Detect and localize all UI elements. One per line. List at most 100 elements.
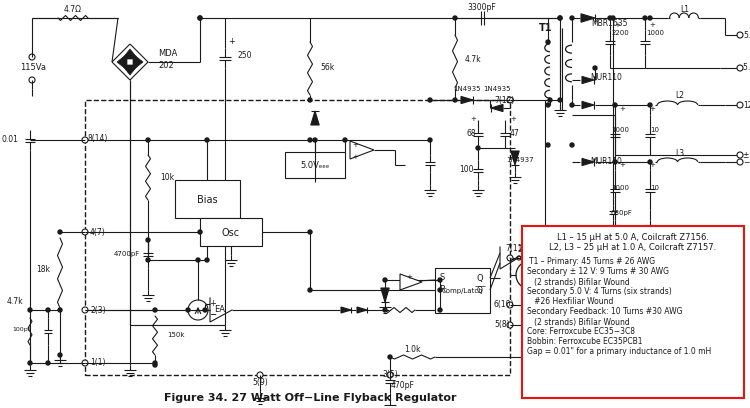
Text: 4N50: 4N50 [524, 301, 546, 310]
Polygon shape [511, 151, 519, 165]
Circle shape [543, 355, 547, 359]
Circle shape [308, 138, 312, 142]
Text: +: + [649, 106, 655, 112]
Text: 18k: 18k [36, 266, 50, 275]
Text: MBR1635: MBR1635 [592, 18, 628, 27]
Circle shape [29, 77, 35, 83]
Text: −12V/0.3A: −12V/0.3A [743, 157, 750, 166]
Circle shape [438, 308, 442, 312]
Text: (2 strands) Bifilar Wound: (2 strands) Bifilar Wound [527, 317, 630, 326]
Text: 4700pF: 4700pF [114, 251, 140, 257]
Circle shape [198, 16, 202, 20]
Text: Secondary 5.0 V: 4 Turns (six strands): Secondary 5.0 V: 4 Turns (six strands) [527, 288, 672, 297]
Text: 1000: 1000 [611, 127, 629, 133]
Circle shape [387, 372, 393, 378]
Text: +: + [352, 154, 358, 160]
Text: 0.5Ω: 0.5Ω [565, 308, 583, 317]
Circle shape [153, 308, 157, 312]
Text: 47: 47 [510, 129, 520, 137]
Text: 1(1): 1(1) [90, 359, 106, 368]
Text: 5.0V/4.0A: 5.0V/4.0A [743, 31, 750, 40]
Text: +: + [649, 162, 655, 168]
Text: R: R [439, 286, 445, 295]
Text: 10: 10 [650, 127, 659, 133]
Bar [522, 226, 744, 398]
Text: 10k: 10k [160, 173, 174, 182]
Text: +: + [619, 106, 625, 112]
Circle shape [186, 308, 190, 312]
Text: Q: Q [477, 273, 483, 282]
Circle shape [593, 66, 597, 70]
Text: L1: L1 [680, 4, 689, 13]
Text: 2(3): 2(3) [90, 306, 106, 315]
Circle shape [308, 288, 312, 292]
Text: +: + [619, 162, 625, 168]
Text: 1N4937: 1N4937 [506, 157, 534, 163]
Circle shape [643, 16, 647, 20]
Circle shape [343, 138, 347, 142]
Text: 7(11): 7(11) [505, 244, 525, 253]
Text: EA: EA [214, 306, 226, 315]
Circle shape [205, 138, 209, 142]
Text: +: + [229, 38, 236, 47]
Text: 2.7k: 2.7k [614, 255, 628, 261]
Text: −: − [209, 310, 217, 319]
Text: 1N4935: 1N4935 [483, 86, 511, 92]
Text: +: + [510, 116, 516, 122]
Polygon shape [133, 54, 143, 70]
Circle shape [383, 308, 387, 312]
Text: Osc: Osc [222, 228, 240, 238]
Text: 7(12): 7(12) [494, 95, 514, 104]
Circle shape [737, 159, 743, 165]
Text: Bias: Bias [196, 195, 217, 205]
Text: L1 – 15 μH at 5.0 A, Coilcraft Z7156.: L1 – 15 μH at 5.0 A, Coilcraft Z7156. [557, 233, 709, 242]
Circle shape [570, 16, 574, 20]
Text: 470pF: 470pF [391, 381, 415, 390]
Text: 10: 10 [650, 185, 659, 191]
Text: 3(5): 3(5) [382, 370, 398, 379]
Text: 1000: 1000 [646, 30, 664, 36]
Circle shape [453, 98, 457, 102]
Polygon shape [609, 275, 617, 289]
Text: 4.7Ω: 4.7Ω [64, 5, 82, 15]
Text: 115Va: 115Va [20, 64, 46, 73]
Circle shape [438, 278, 442, 282]
Polygon shape [122, 65, 138, 75]
Circle shape [558, 98, 562, 102]
Circle shape [476, 146, 480, 150]
Polygon shape [582, 76, 594, 84]
Circle shape [546, 40, 550, 44]
Circle shape [563, 318, 567, 322]
Text: T1 – Primary: 45 Turns # 26 AWG: T1 – Primary: 45 Turns # 26 AWG [529, 257, 656, 266]
Text: 100: 100 [459, 166, 473, 175]
Text: 202: 202 [158, 62, 174, 71]
Text: 0.01: 0.01 [2, 135, 18, 144]
Circle shape [737, 102, 743, 108]
Text: Gap = 0.01" for a primary inductance of 1.0 mH: Gap = 0.01" for a primary inductance of … [527, 348, 711, 357]
Circle shape [257, 372, 263, 378]
Circle shape [507, 97, 513, 103]
Circle shape [570, 103, 574, 107]
Circle shape [611, 16, 615, 20]
Text: Secondary ± 12 V: 9 Turns # 30 AWG: Secondary ± 12 V: 9 Turns # 30 AWG [527, 268, 669, 277]
Circle shape [58, 308, 62, 312]
Circle shape [153, 363, 157, 367]
Text: 22Ω: 22Ω [518, 244, 532, 253]
Circle shape [648, 160, 652, 164]
Text: +: + [406, 274, 412, 280]
Text: 68: 68 [466, 129, 476, 137]
PathPatch shape [350, 141, 374, 159]
Circle shape [543, 303, 547, 307]
Polygon shape [381, 288, 389, 302]
Circle shape [608, 16, 612, 20]
Text: 150k: 150k [167, 332, 184, 338]
Circle shape [507, 322, 513, 328]
Circle shape [737, 152, 743, 158]
PathPatch shape [400, 274, 422, 290]
Circle shape [558, 16, 562, 20]
Polygon shape [122, 49, 138, 59]
Circle shape [82, 137, 88, 143]
Text: S: S [440, 273, 445, 282]
Bar [200, 218, 262, 246]
Circle shape [737, 32, 743, 38]
